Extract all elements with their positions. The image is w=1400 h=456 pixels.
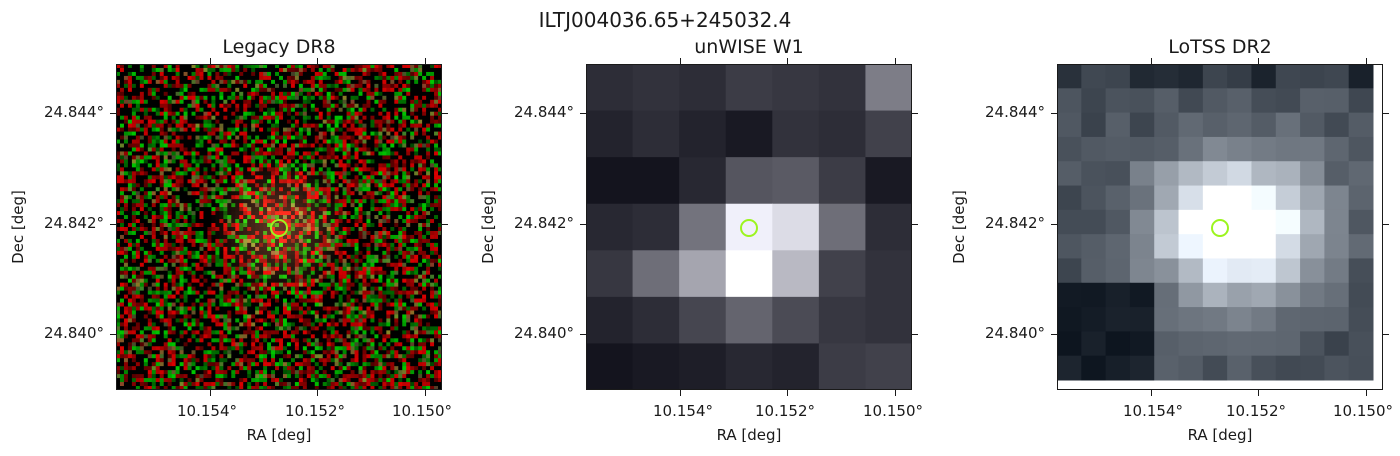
x-tick-label: 10.154° xyxy=(1123,402,1183,420)
axis-tick xyxy=(110,334,116,336)
axis-tick xyxy=(1258,390,1260,396)
axis-tick xyxy=(210,58,212,64)
axis-tick xyxy=(787,390,789,396)
x-tick-label: 10.154° xyxy=(653,402,713,420)
x-tick-label: 10.152° xyxy=(1226,402,1286,420)
axis-tick xyxy=(580,113,586,115)
axis-tick xyxy=(580,224,586,226)
y-tick-label: 24.844° xyxy=(985,103,1045,121)
x-tick-label: 10.152° xyxy=(285,402,345,420)
axis-tick xyxy=(1258,58,1260,64)
source-marker-circle xyxy=(740,219,758,237)
axis-tick xyxy=(442,334,448,336)
axis-tick xyxy=(912,224,918,226)
axis-tick xyxy=(425,390,427,396)
x-tick-label: 10.150° xyxy=(863,402,923,420)
axis-tick xyxy=(895,390,897,396)
axis-tick xyxy=(912,113,918,115)
axis-tick xyxy=(1051,334,1057,336)
axis-tick xyxy=(1366,390,1368,396)
y-axis-label: Dec [deg] xyxy=(479,190,497,264)
axis-tick xyxy=(680,390,682,396)
axis-tick xyxy=(442,113,448,115)
source-marker-circle xyxy=(270,219,288,237)
axis-tick xyxy=(580,334,586,336)
axis-tick xyxy=(442,224,448,226)
x-axis-label: RA [deg] xyxy=(1187,426,1253,444)
y-tick-label: 24.842° xyxy=(514,214,574,232)
y-axis-label: Dec [deg] xyxy=(9,190,27,264)
axis-tick xyxy=(210,390,212,396)
y-tick-label: 24.842° xyxy=(985,214,1045,232)
y-tick-label: 24.840° xyxy=(44,324,104,342)
axis-tick xyxy=(680,58,682,64)
axis-tick xyxy=(1051,113,1057,115)
panel-title: LoTSS DR2 xyxy=(1168,36,1272,58)
y-tick-label: 24.844° xyxy=(514,103,574,121)
axis-tick xyxy=(425,58,427,64)
y-tick-label: 24.844° xyxy=(44,103,104,121)
axis-tick xyxy=(110,113,116,115)
axis-tick xyxy=(1051,224,1057,226)
axis-tick xyxy=(912,334,918,336)
source-marker-circle xyxy=(1211,219,1229,237)
axis-tick xyxy=(1383,113,1389,115)
axis-tick xyxy=(1366,58,1368,64)
axis-tick xyxy=(110,224,116,226)
axis-tick xyxy=(1151,390,1153,396)
panel-title: Legacy DR8 xyxy=(222,36,336,58)
y-tick-label: 24.840° xyxy=(985,324,1045,342)
axis-tick xyxy=(1383,224,1389,226)
y-axis-label: Dec [deg] xyxy=(950,190,968,264)
x-tick-label: 10.154° xyxy=(177,402,237,420)
axis-tick xyxy=(317,390,319,396)
x-tick-label: 10.150° xyxy=(392,402,452,420)
legacy-dr8-image xyxy=(116,64,442,390)
axis-tick xyxy=(1151,58,1153,64)
figure-title: ILTJ004036.65+245032.4 xyxy=(538,8,792,32)
axis-tick xyxy=(787,58,789,64)
x-tick-label: 10.150° xyxy=(1333,402,1393,420)
x-tick-label: 10.152° xyxy=(755,402,815,420)
x-axis-label: RA [deg] xyxy=(246,426,312,444)
y-tick-label: 24.842° xyxy=(44,214,104,232)
axis-tick xyxy=(1383,334,1389,336)
axis-tick xyxy=(895,58,897,64)
panel-title: unWISE W1 xyxy=(694,36,804,58)
y-tick-label: 24.840° xyxy=(514,324,574,342)
axis-tick xyxy=(317,58,319,64)
x-axis-label: RA [deg] xyxy=(716,426,782,444)
